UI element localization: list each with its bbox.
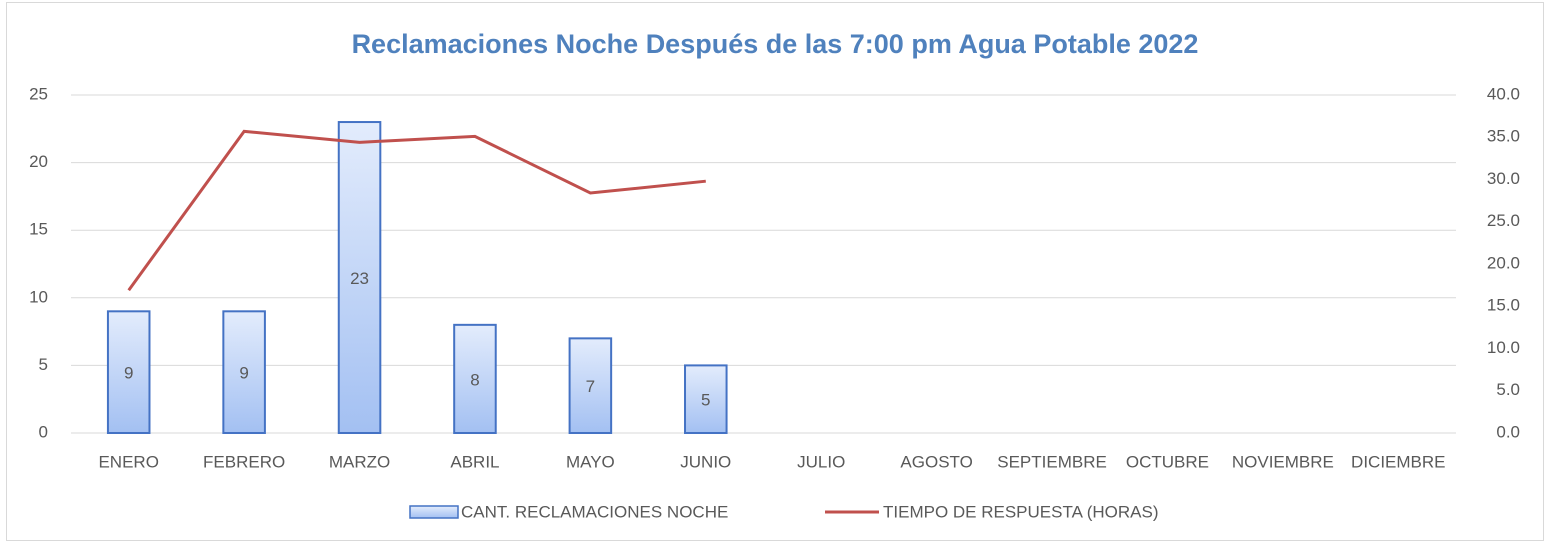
x-tick-label: NOVIEMBRE	[1232, 452, 1334, 471]
x-tick-label: MAYO	[566, 452, 615, 471]
legend-label: TIEMPO DE RESPUESTA (HORAS)	[883, 502, 1159, 521]
bar	[453, 323, 497, 434]
x-tick-label: SEPTIEMBRE	[997, 452, 1107, 471]
x-tick-label: ENERO	[98, 452, 158, 471]
y-tick-label: 20	[29, 152, 48, 171]
legend-label: CANT. RECLAMACIONES NOCHE	[461, 502, 728, 521]
y2-tick-label: 30.0	[1487, 169, 1520, 188]
x-tick-label: AGOSTO	[900, 452, 972, 471]
chart-frame	[6, 2, 1544, 541]
data-label: 9	[239, 364, 248, 383]
x-tick-label: JULIO	[797, 452, 845, 471]
data-label: 9	[124, 364, 133, 383]
y2-tick-label: 20.0	[1487, 253, 1520, 272]
bar	[337, 121, 382, 434]
x-tick-label: FEBRERO	[203, 452, 285, 471]
y2-tick-label: 5.0	[1496, 380, 1520, 399]
y-tick-label: 0	[39, 422, 48, 441]
y-tick-label: 25	[29, 84, 48, 103]
data-label: 23	[350, 269, 369, 288]
x-tick-label: JUNIO	[680, 452, 731, 471]
y2-tick-label: 15.0	[1487, 296, 1520, 315]
data-label: 5	[701, 391, 710, 410]
y-tick-label: 5	[39, 355, 48, 374]
bar	[106, 310, 151, 435]
y2-tick-label: 25.0	[1487, 211, 1520, 230]
data-label: 7	[586, 377, 595, 396]
y2-tick-label: 10.0	[1487, 338, 1520, 357]
bar	[222, 310, 266, 435]
bar	[684, 364, 728, 434]
y2-tick-label: 35.0	[1487, 127, 1520, 146]
y-tick-label: 15	[29, 220, 48, 239]
line	[127, 129, 706, 292]
y2-tick-label: 40.0	[1487, 84, 1520, 103]
x-tick-label: DICIEMBRE	[1351, 452, 1445, 471]
legend-swatch	[409, 505, 459, 519]
chart-title: Reclamaciones Noche Después de las 7:00 …	[352, 29, 1199, 59]
x-tick-label: OCTUBRE	[1126, 452, 1209, 471]
x-tick-label: MARZO	[329, 452, 390, 471]
data-label: 8	[470, 370, 479, 389]
x-tick-label: ABRIL	[450, 452, 499, 471]
bar	[568, 337, 613, 434]
y-tick-label: 10	[29, 287, 48, 306]
y2-tick-label: 0.0	[1496, 422, 1520, 441]
